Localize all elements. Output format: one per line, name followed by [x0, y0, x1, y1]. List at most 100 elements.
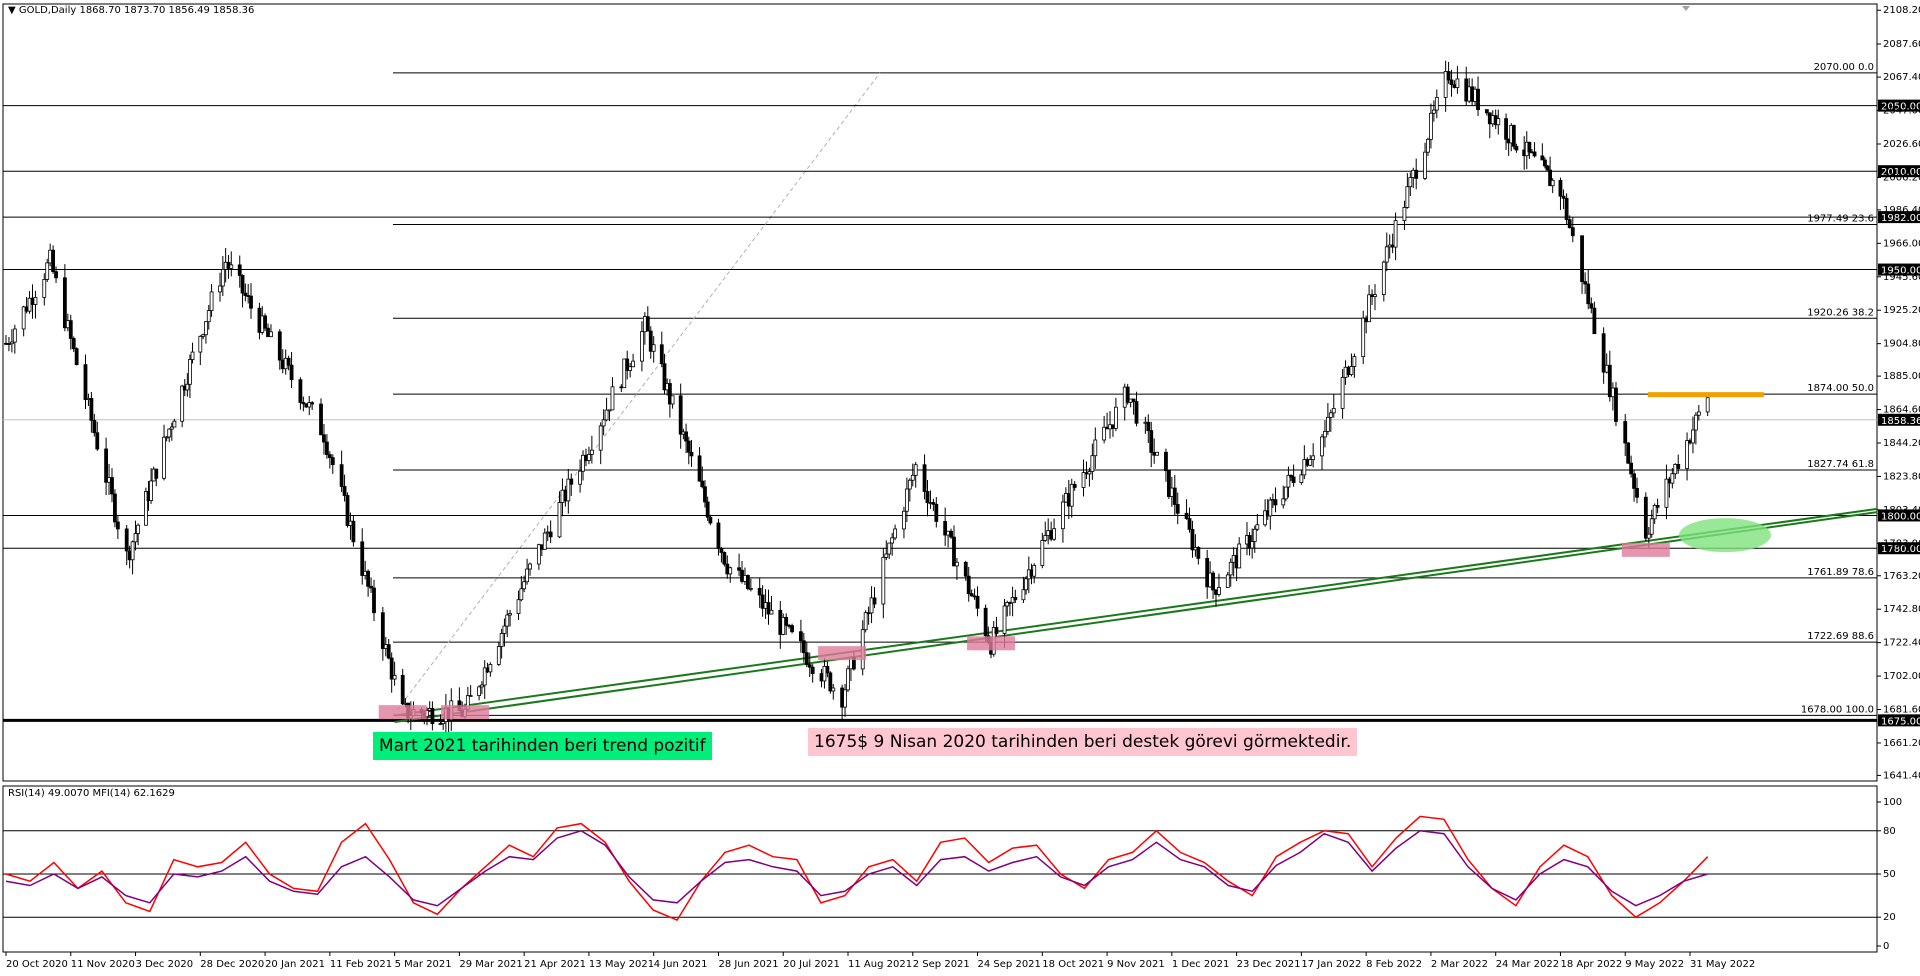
y-tick-label: 2026.60 [1883, 139, 1920, 150]
candle-body [1308, 459, 1313, 466]
candle-body [1604, 364, 1609, 373]
candle-body [922, 464, 927, 492]
candle-body [1484, 109, 1489, 114]
candle-body [1273, 499, 1278, 506]
candle-body [1125, 386, 1130, 403]
candle-body [1384, 246, 1389, 263]
candle-body [1431, 109, 1436, 114]
x-tick-label: 11 Aug 2021 [848, 959, 912, 970]
candle-body [587, 453, 591, 461]
candle-body [438, 723, 443, 725]
y-tick-label: 2087.60 [1883, 39, 1920, 50]
candle-body [12, 328, 17, 343]
candle-body [198, 335, 203, 353]
candle-body [322, 434, 326, 443]
candle-body [229, 264, 234, 269]
collapse-triangle-icon[interactable]: ▼ [8, 5, 16, 16]
support-zone [967, 636, 1016, 651]
level-label: 1675.00 [1881, 716, 1920, 727]
candle-body [351, 520, 356, 543]
candle-body [1340, 376, 1345, 409]
x-tick-label: 8 Feb 2022 [1366, 959, 1422, 970]
candle-body [133, 533, 138, 543]
candle-body [1255, 524, 1260, 530]
y-tick-label: 1904.80 [1883, 339, 1920, 350]
candle-body [386, 644, 391, 659]
candle-body [307, 402, 312, 408]
candle-body [907, 479, 912, 490]
candle-body [1072, 483, 1077, 488]
candle-body [519, 588, 524, 601]
candle-body [578, 470, 582, 485]
fib-level-label: 1678.00 100.0 [1801, 704, 1874, 715]
candle-body [645, 316, 650, 332]
candle-body [218, 285, 222, 293]
candle-body [722, 552, 727, 565]
resistance-marker [1647, 392, 1764, 398]
candle-body [1443, 71, 1448, 98]
candle-body [569, 478, 574, 485]
candle-body [1476, 88, 1480, 110]
candle-body [1146, 421, 1151, 432]
candle-body [1381, 261, 1386, 295]
candle-body [581, 454, 585, 472]
candle-body [298, 379, 303, 403]
support-zone [818, 646, 867, 661]
candle-body [589, 449, 594, 455]
x-tick-label: 28 Dec 2020 [200, 959, 264, 970]
candle-body [162, 436, 166, 479]
candle-body [188, 359, 192, 385]
candle-body [74, 348, 79, 366]
candle-body [598, 425, 603, 451]
candle-body [1614, 387, 1618, 422]
candle-body [1632, 473, 1636, 489]
candle-body [1685, 440, 1689, 469]
candle-body [846, 668, 850, 691]
candle-body [983, 607, 988, 637]
candle-body [380, 612, 385, 649]
candle-body [201, 334, 206, 337]
level-label-bg [1878, 714, 1920, 727]
candle-body [686, 440, 691, 453]
candle-body [887, 542, 892, 555]
candle-body [496, 646, 501, 665]
candle-body [209, 291, 214, 311]
candle-body [975, 595, 980, 609]
candle-body [369, 585, 373, 589]
candle-body [1649, 518, 1654, 535]
candle-body [1190, 528, 1195, 551]
candle-body [1655, 504, 1660, 508]
level-label-bg [1878, 99, 1920, 112]
y-tick-label: 2108.20 [1883, 5, 1920, 16]
candle-body [1511, 125, 1516, 147]
candle-body [700, 480, 705, 488]
candle-body [1043, 535, 1048, 541]
x-tick-label: 20 Oct 2020 [6, 959, 68, 970]
candle-body [1434, 97, 1439, 111]
candle-body [1623, 421, 1628, 444]
candle-body [705, 501, 710, 518]
candle-body [1570, 227, 1575, 237]
candle-body [1429, 112, 1433, 140]
candle-body [54, 271, 58, 279]
candle-body [477, 686, 481, 696]
candle-body [822, 665, 827, 682]
x-tick-label: 2 Sep 2021 [913, 959, 970, 970]
candle-body [1263, 510, 1268, 526]
candle-body [628, 366, 633, 371]
candle-body [1592, 307, 1597, 335]
candle-body [1021, 589, 1026, 601]
candle-body [115, 521, 120, 530]
candle-body [1635, 487, 1639, 498]
candle-body [1532, 151, 1537, 157]
candle-body [678, 395, 683, 435]
candle-body [784, 617, 789, 626]
scroll-marker-icon[interactable] [1682, 6, 1690, 11]
candle-body [342, 486, 347, 496]
candle-body [1693, 414, 1698, 431]
candle-body [884, 553, 889, 558]
candle-body [330, 457, 335, 466]
candle-body [130, 541, 135, 561]
candle-body [804, 652, 809, 666]
